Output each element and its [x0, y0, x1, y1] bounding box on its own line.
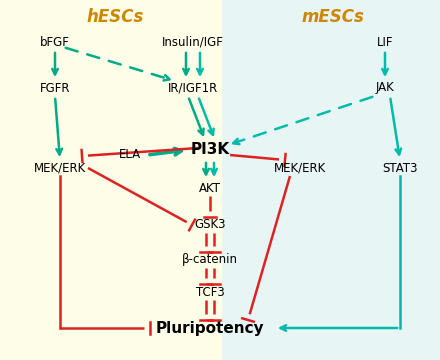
Text: GSK3: GSK3	[194, 219, 226, 231]
Text: PI3K: PI3K	[191, 143, 230, 158]
Text: bFGF: bFGF	[40, 36, 70, 49]
Bar	[0, 0, 222, 360]
Text: mESCs: mESCs	[301, 8, 364, 26]
Text: Pluripotency: Pluripotency	[156, 320, 264, 336]
Bar	[222, 0, 440, 360]
Text: hESCs: hESCs	[86, 8, 144, 26]
Text: LIF: LIF	[377, 36, 393, 49]
Text: FGFR: FGFR	[40, 81, 70, 94]
Text: IR/IGF1R: IR/IGF1R	[168, 81, 218, 94]
Text: MEK/ERK: MEK/ERK	[34, 162, 86, 175]
Text: JAK: JAK	[376, 81, 394, 94]
Text: TCF3: TCF3	[196, 285, 224, 298]
Text: β-catenin: β-catenin	[182, 253, 238, 266]
Text: ELA: ELA	[119, 148, 141, 162]
Text: Insulin/IGF: Insulin/IGF	[162, 36, 224, 49]
Text: MEK/ERK: MEK/ERK	[274, 162, 326, 175]
Text: STAT3: STAT3	[382, 162, 418, 175]
Text: AKT: AKT	[199, 181, 221, 194]
